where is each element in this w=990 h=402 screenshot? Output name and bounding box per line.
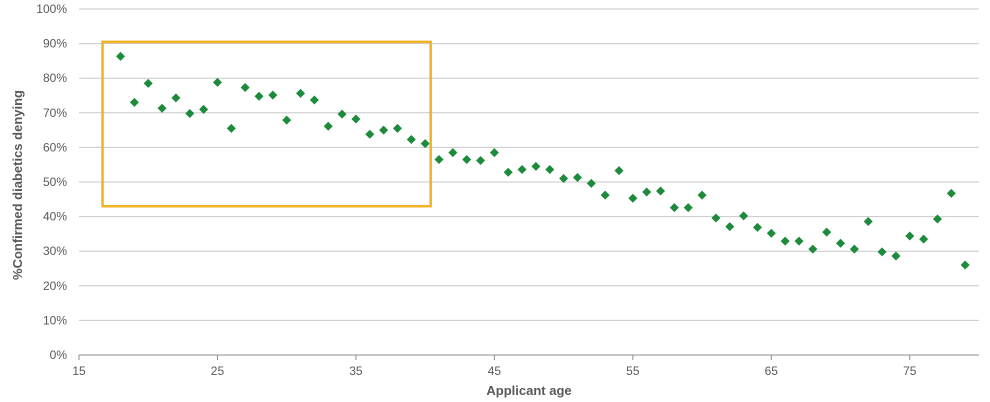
data-point [863,216,873,226]
data-point [365,129,375,139]
data-point [434,155,444,165]
data-point [517,165,527,175]
data-point [932,214,942,224]
data-point [600,190,610,200]
data-point [268,90,278,100]
data-point [129,97,139,107]
data-point [946,188,956,198]
y-tick-label: 60% [43,140,67,154]
data-point [489,148,499,158]
data-point [116,51,126,61]
y-tick-label: 10% [43,313,67,327]
data-point [739,211,749,221]
data-point [642,187,652,197]
data-point [628,193,638,203]
x-tick-label: 15 [72,364,86,378]
data-point [780,236,790,246]
data-point [199,104,209,114]
y-tick-label: 0% [50,348,68,362]
x-tick-label: 55 [626,364,640,378]
y-tick-label: 90% [43,37,67,51]
data-point [392,123,402,133]
data-point [212,77,222,87]
data-point [337,109,347,119]
x-tick-label: 25 [211,364,225,378]
data-point [683,203,693,213]
data-point [822,227,832,237]
x-tick-label: 35 [349,364,363,378]
data-point [766,228,776,238]
y-tick-label: 50% [43,175,67,189]
y-axis-title: %Confirmed diabetics denying [10,90,25,280]
x-tick-label: 75 [903,364,917,378]
data-point [296,88,306,98]
data-point [476,156,486,166]
data-point [572,173,582,183]
data-point [877,247,887,257]
data-point [406,134,416,144]
y-tick-label: 20% [43,279,67,293]
data-point [960,260,970,270]
x-tick-label: 45 [488,364,502,378]
data-point [849,244,859,254]
gridlines [79,8,979,356]
data-point [503,167,513,177]
y-axis-ticks: 0% 10% 20% 30% 40% 50% 60% 70% 80% 90% 100% [36,2,67,362]
data-point [794,236,804,246]
data-point [448,148,458,158]
data-point [171,93,181,103]
data-point [669,203,679,213]
data-point [891,251,901,261]
data-point [614,166,624,176]
data-point [240,83,250,93]
data-point [808,244,818,254]
data-point [919,234,929,244]
data-point [379,125,389,135]
data-point [185,108,195,118]
data-point [254,91,264,101]
data-point [711,213,721,223]
data-point [420,139,430,149]
data-point [656,186,666,196]
data-point [157,103,167,113]
y-tick-label: 80% [43,71,67,85]
x-tick-label: 65 [765,364,779,378]
y-tick-label: 70% [43,106,67,120]
data-point [323,121,333,131]
data-point [559,174,569,184]
data-point [836,238,846,248]
data-point [531,161,541,171]
data-point [309,95,319,105]
data-point [697,190,707,200]
data-point [725,222,735,232]
data-point [545,165,555,175]
y-tick-label: 30% [43,244,67,258]
data-point [462,155,472,165]
data-point [752,222,762,232]
y-tick-label: 40% [43,210,67,224]
data-point [905,231,915,241]
data-point [143,78,153,88]
y-tick-label: 100% [36,2,67,16]
data-point [226,123,236,133]
data-point [586,178,596,188]
highlight-box [101,40,432,208]
x-axis-title: Applicant age [486,383,571,398]
data-point [351,114,361,124]
data-point [282,115,292,125]
data-points [116,51,970,270]
x-axis-ticks: 15 25 35 45 55 65 75 [72,355,917,378]
